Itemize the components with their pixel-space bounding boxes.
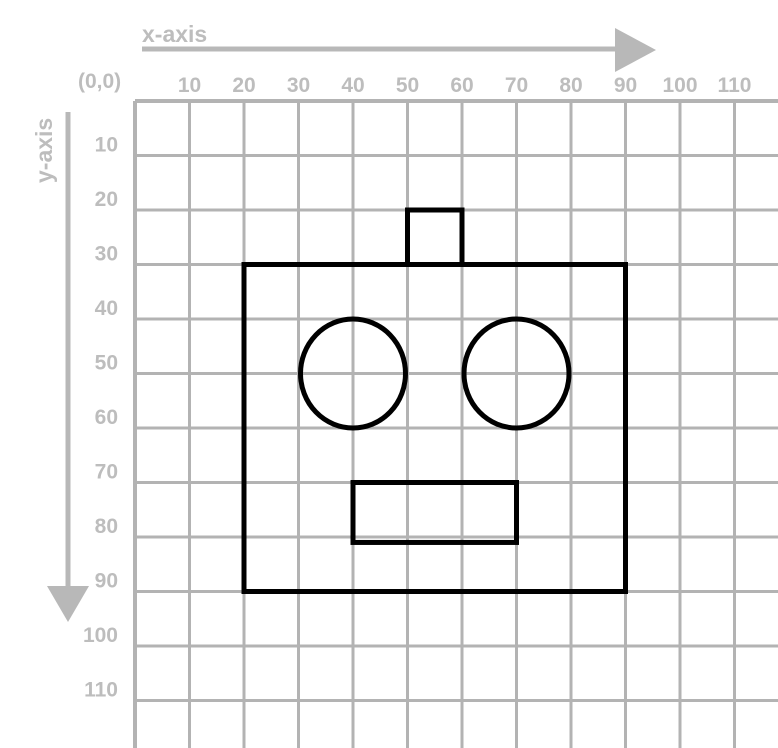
x-tick-label: 90 (614, 74, 637, 97)
x-tick-label: 80 (559, 74, 582, 97)
y-tick-label: 30 (95, 243, 118, 266)
x-tick-label: 20 (232, 74, 255, 97)
x-tick-label: 110 (718, 74, 752, 97)
robot-antenna (405, 207, 465, 267)
x-axis-arrow (142, 28, 656, 72)
x-tick-label: 50 (396, 74, 419, 97)
robot-mouth (350, 480, 519, 545)
y-tick-label: 90 (95, 570, 118, 593)
y-tick-label: 100 (83, 624, 118, 647)
origin-label: (0,0) (78, 70, 121, 93)
x-tick-label: 70 (505, 74, 528, 97)
y-tick-label: 20 (95, 188, 118, 211)
y-tick-label: 80 (95, 515, 118, 538)
x-tick-label: 40 (341, 74, 364, 97)
robot-left-eye (298, 316, 408, 431)
x-tick-labels: 10 20 30 40 50 60 70 80 90 100 110 (178, 74, 752, 97)
grid-lines (133, 99, 778, 748)
y-tick-label: 40 (95, 297, 118, 320)
y-tick-label: 50 (95, 352, 118, 375)
y-axis-title: y-axis (31, 118, 57, 183)
robot-face (241, 207, 628, 594)
x-tick-label: 30 (287, 74, 310, 97)
y-tick-label: 60 (95, 406, 118, 429)
robot-right-eye (461, 316, 572, 431)
y-tick-label: 10 (95, 134, 118, 157)
y-axis-arrow (47, 112, 89, 622)
x-tick-label: 60 (450, 74, 473, 97)
y-tick-label: 110 (84, 679, 118, 702)
y-tick-label: 70 (95, 461, 118, 484)
x-tick-label: 10 (178, 74, 201, 97)
x-axis-title: x-axis (142, 21, 207, 47)
y-tick-labels: 10 20 30 40 50 60 70 80 90 100 110 (83, 134, 118, 702)
x-tick-label: 100 (662, 74, 697, 97)
